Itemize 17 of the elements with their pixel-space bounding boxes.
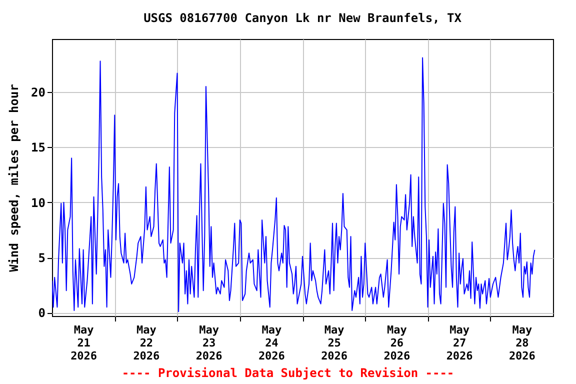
x-tick-label: May 24 2026 <box>258 324 286 362</box>
x-tick-label: May 23 2026 <box>196 324 223 362</box>
y-tick-label: 10 <box>31 196 46 210</box>
y-axis-title: Wind speed, miles per hour <box>7 84 22 272</box>
text: ---- Provisional Data Subject to Revision ---- <box>120 366 456 380</box>
y-tick-label: 20 <box>31 85 46 100</box>
x-tick-label: May 26 2026 <box>384 324 411 362</box>
chart-title: USGS 08167700 Canyon Lk nr New Braunfels, TX <box>144 11 462 25</box>
y-tick-label: 0 <box>38 306 46 320</box>
y-tick-label: 15 <box>31 140 46 155</box>
x-tick-label: May 25 2026 <box>321 324 348 362</box>
x-tick-label: May 28 2026 <box>508 324 536 362</box>
x-tick-label: May 22 2026 <box>133 324 160 362</box>
x-tick-label: May 27 2026 <box>446 324 474 362</box>
y-tick-label: 5 <box>38 251 46 266</box>
line-series <box>52 57 536 312</box>
x-tick-label: May 21 2026 <box>70 324 98 362</box>
